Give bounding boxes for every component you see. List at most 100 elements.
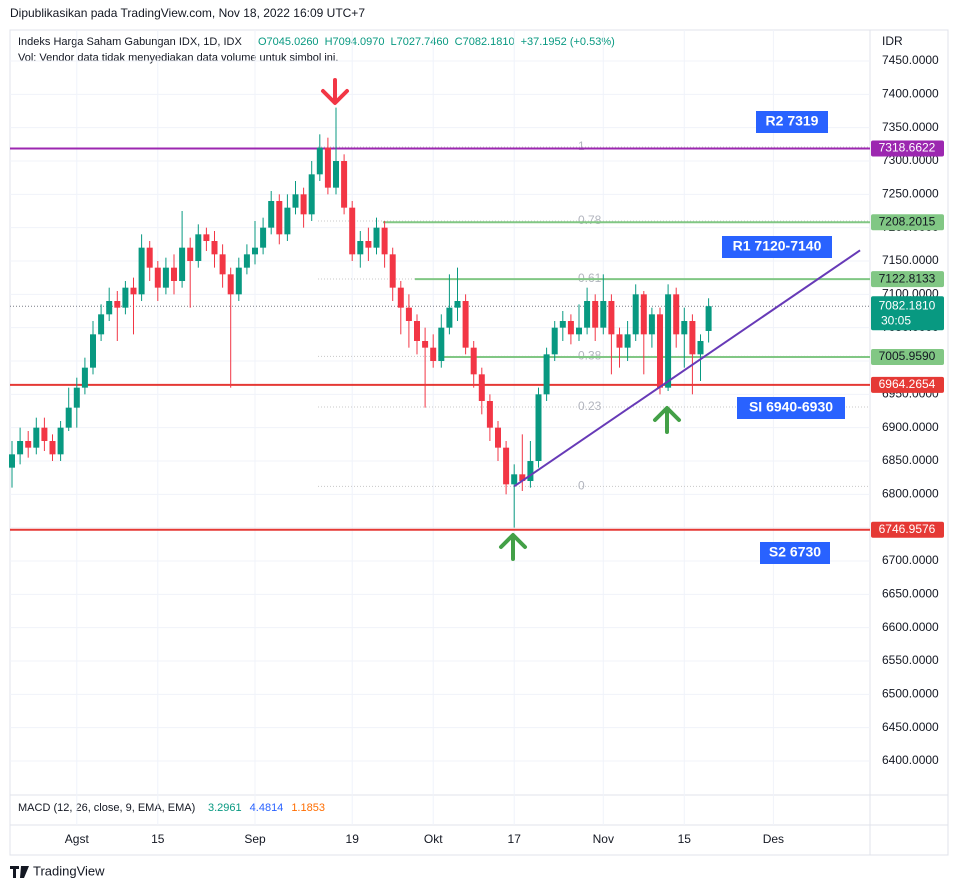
candle-body (689, 321, 696, 355)
annotation: R1 7120-7140 (733, 238, 822, 254)
candle-body (138, 247, 145, 295)
annotation-box (737, 397, 845, 419)
price-label: 7082.1810 (879, 298, 936, 312)
candle-body (527, 461, 534, 481)
level-label: 6964.2654 (879, 377, 936, 391)
candle-body (114, 301, 121, 308)
arrow-shape (499, 533, 527, 561)
candle-body (511, 474, 518, 485)
candle-body (697, 341, 704, 355)
candle-body (98, 314, 105, 335)
macd-value: 4.4814 (250, 802, 284, 814)
candle-body (673, 294, 680, 335)
candle-body (106, 301, 113, 315)
candle-body (559, 321, 566, 328)
candle-body (665, 294, 672, 388)
candle-body (65, 407, 72, 428)
candle-body (187, 247, 194, 261)
x-tick-label: Sep (244, 832, 266, 846)
candle-body (357, 241, 364, 255)
arrow (499, 533, 527, 561)
x-tick-label: 15 (151, 832, 165, 846)
candle-body (179, 247, 186, 281)
candle-body (333, 161, 339, 188)
y-tick-label: 7300.0000 (882, 153, 939, 167)
y-tick-label: 6500.0000 (882, 687, 939, 701)
quote-value: L7027.7460 (391, 36, 449, 48)
x-tick-label: Agst (65, 832, 90, 846)
candle-body (276, 201, 283, 235)
candle-body (705, 306, 712, 331)
y-tick-label: 6850.0000 (882, 453, 939, 467)
candle-body (57, 427, 64, 455)
annotation: R2 7319 (766, 113, 819, 129)
candle-body (308, 174, 315, 215)
candle-body (567, 321, 574, 335)
candle-body (365, 241, 372, 248)
y-tick-label: 7350.0000 (882, 120, 939, 134)
trendline (513, 249, 861, 488)
arrow (653, 406, 681, 434)
annotation-box (756, 111, 828, 133)
candle-body (592, 301, 599, 328)
price-label-box (871, 296, 944, 331)
candle-body (632, 294, 639, 335)
pane-border (9, 29, 949, 856)
quote-value: O7045.0260 (258, 36, 319, 48)
y-tick-label: 6800.0000 (882, 487, 939, 501)
x-tick-label: 15 (678, 832, 692, 846)
x-tick-label: Nov (593, 832, 614, 846)
candle-body (154, 267, 161, 288)
candle-body (616, 334, 623, 348)
candle-body (405, 307, 412, 321)
y-tick-label: 6900.0000 (882, 420, 939, 434)
y-tick-label: 6700.0000 (882, 553, 939, 567)
annotation-box (722, 236, 832, 258)
candle-body (519, 474, 526, 481)
candle-body (9, 454, 15, 468)
candle-body (438, 327, 445, 361)
currency: IDR (882, 34, 903, 48)
candle-body (300, 194, 307, 215)
candle-body (316, 147, 323, 175)
annotation-box (760, 542, 830, 564)
candle-body (478, 374, 485, 401)
annotation: S2 6730 (769, 544, 821, 560)
candle-body (324, 147, 331, 188)
fib-label: 0.38 (578, 349, 602, 363)
annotation: SI 6940-6930 (749, 399, 833, 415)
candle-body (130, 287, 137, 295)
candle-body (227, 274, 234, 295)
candle-body (341, 161, 348, 208)
y-tick-label: 6600.0000 (882, 620, 939, 634)
published-note: Dipublikasikan pada TradingView.com, Nov… (10, 6, 365, 20)
fib-label: 0 (578, 479, 585, 493)
candle-body (349, 207, 356, 255)
fib-label: 0.23 (578, 399, 602, 413)
candle-body (122, 287, 129, 308)
brand: TradingView (33, 863, 105, 878)
candle-body (576, 327, 582, 335)
y-tick-label: 6650.0000 (882, 587, 939, 601)
candle-body (41, 427, 48, 441)
candle-body (454, 301, 461, 308)
candle-body (543, 354, 550, 395)
candle-body (648, 314, 655, 335)
candle-body (243, 254, 250, 268)
candle-body (17, 441, 24, 455)
x-tick-label: 17 (508, 832, 522, 846)
level-label: 6746.9576 (879, 522, 936, 536)
price-countdown: 30:05 (881, 313, 911, 327)
y-tick-label: 7250.0000 (882, 187, 939, 201)
candle-body (624, 334, 631, 348)
y-tick-label: 6450.0000 (882, 720, 939, 734)
arrow (321, 78, 349, 105)
candle-body (81, 367, 88, 388)
candle-body (235, 267, 242, 295)
candle-body (284, 207, 291, 235)
candle-body (486, 401, 493, 428)
candle-body (381, 227, 388, 255)
x-tick-label: 19 (346, 832, 360, 846)
